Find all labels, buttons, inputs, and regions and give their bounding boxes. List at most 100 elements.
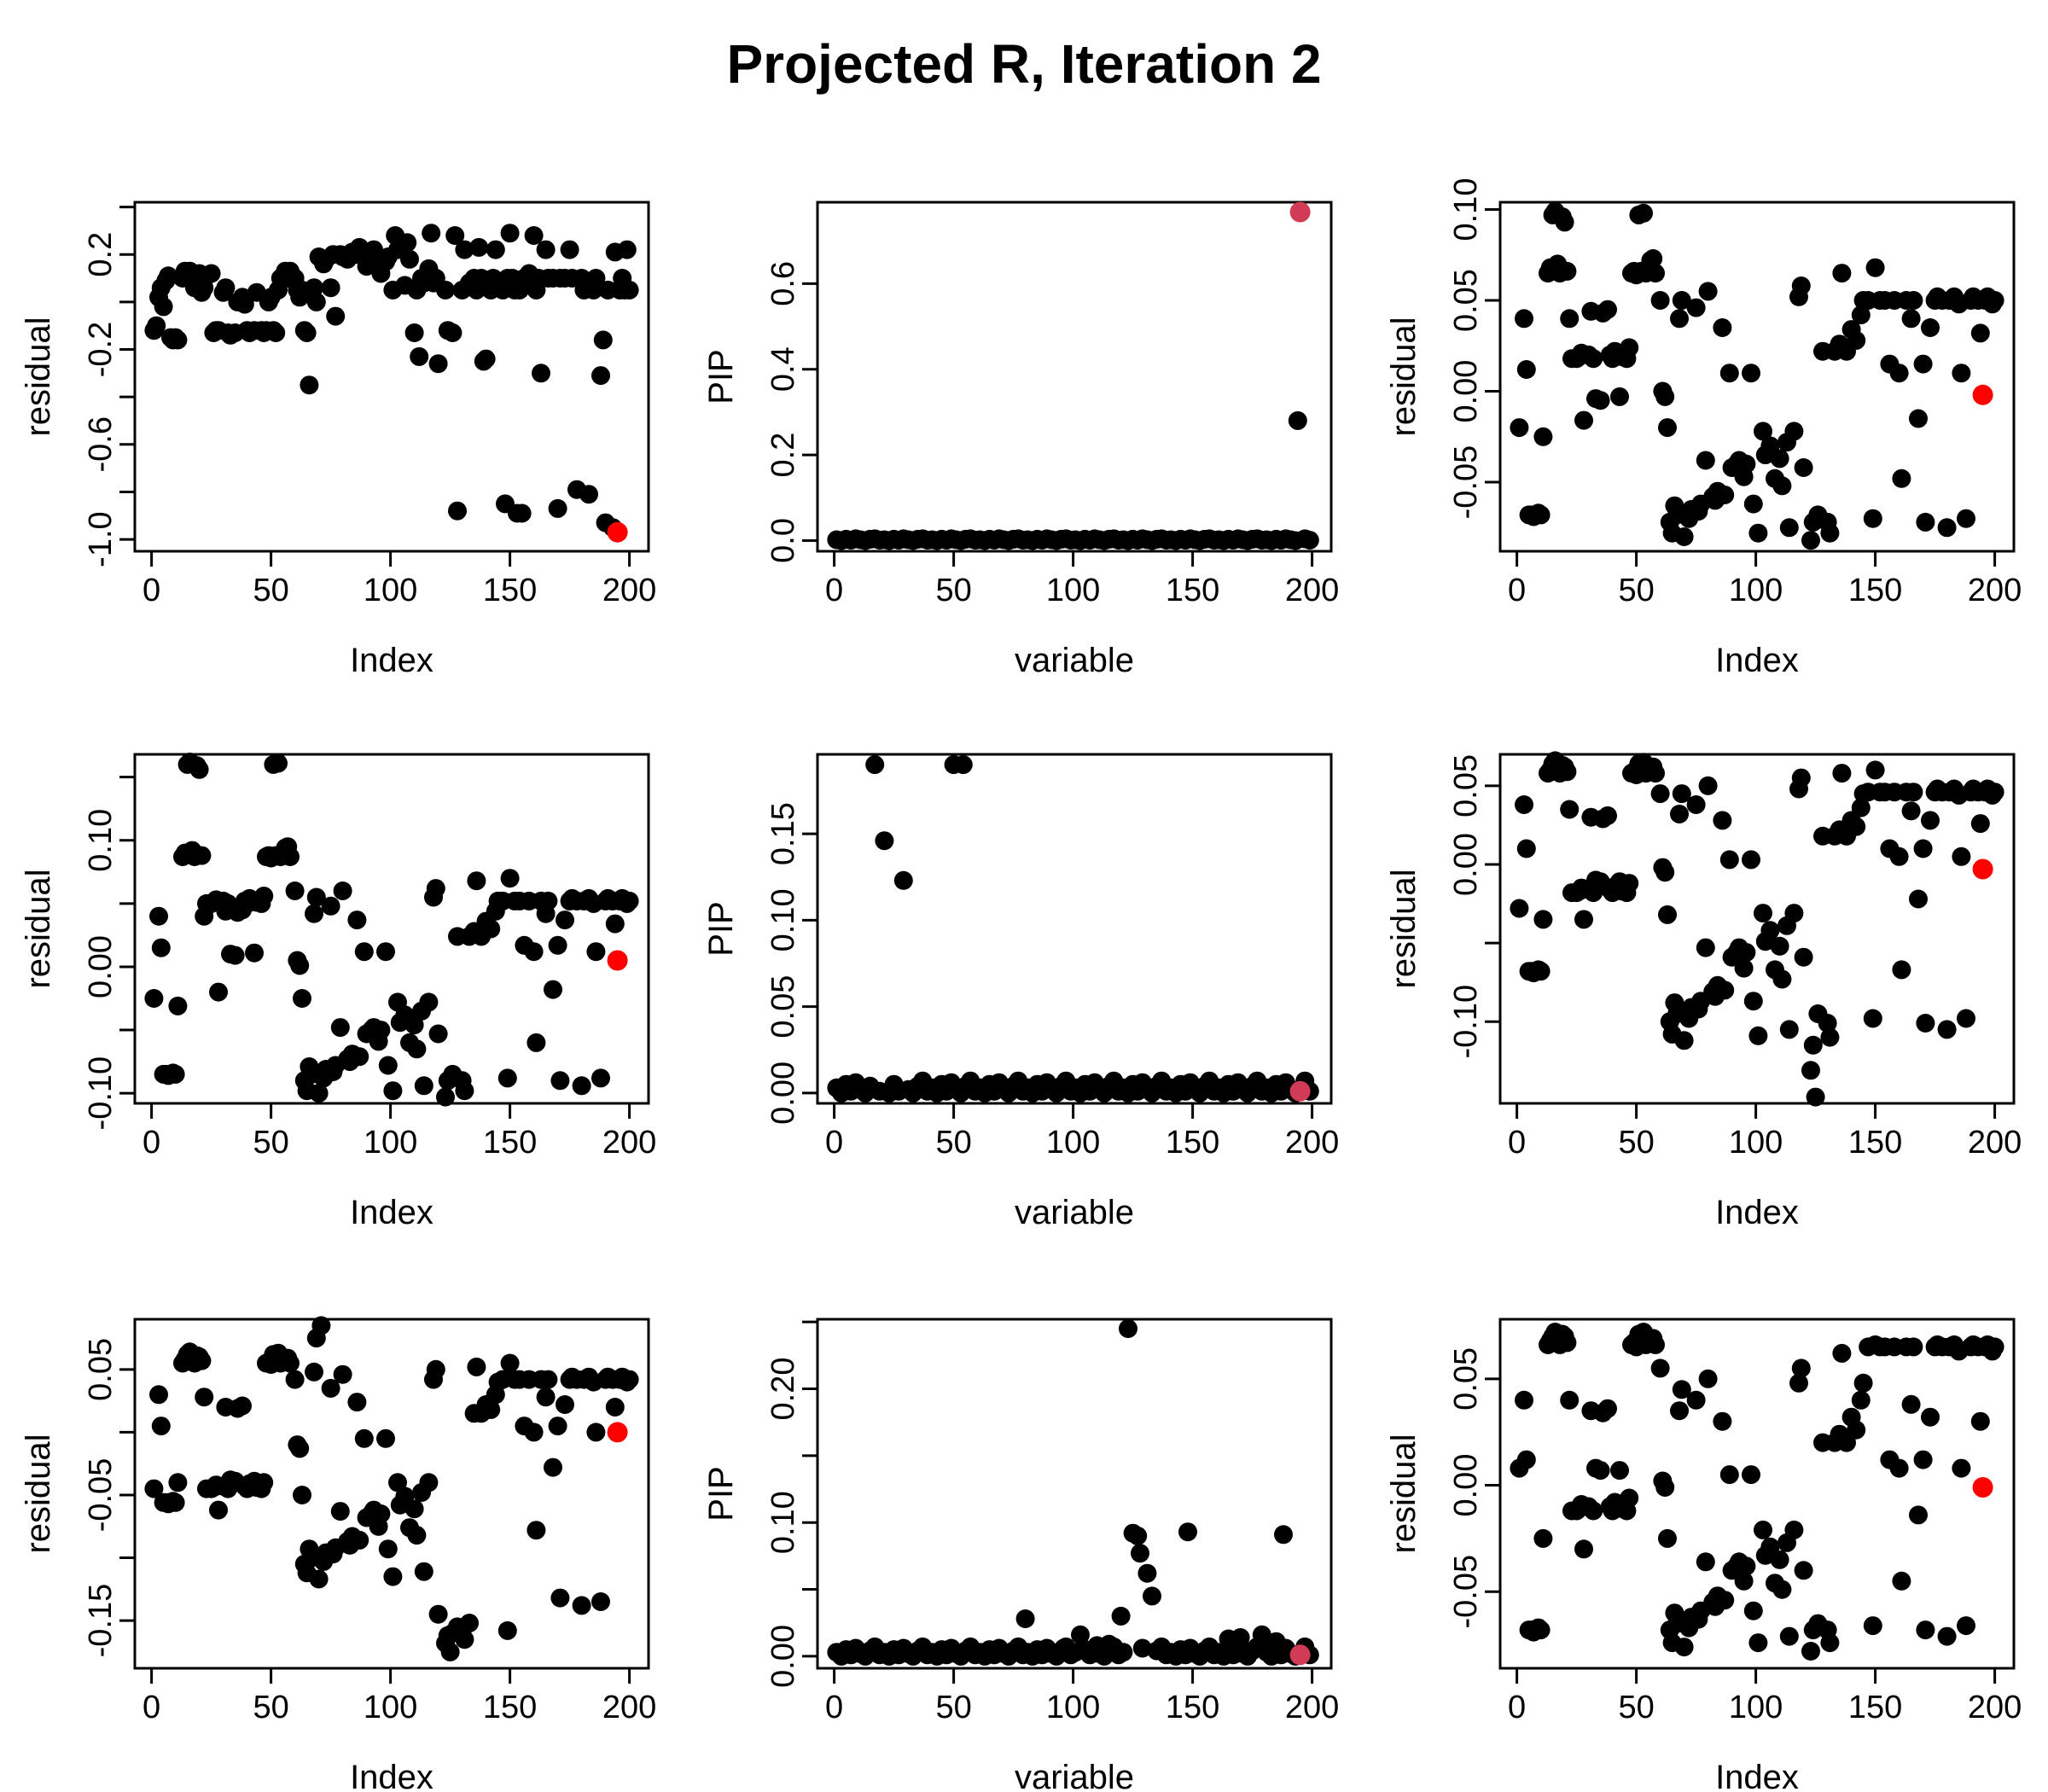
y-tick-label: -0.10 <box>1448 985 1484 1059</box>
y-tick-label: 0.2 <box>83 232 119 277</box>
y-tick-label: 0.00 <box>765 1625 801 1688</box>
x-tick-label: 200 <box>1285 1125 1339 1161</box>
x-tick-label: 200 <box>602 1690 656 1725</box>
data-points <box>144 224 639 538</box>
x-tick-label: 100 <box>1046 1125 1100 1161</box>
y-tick-label: 0.05 <box>1448 754 1484 817</box>
y-tick-label: 0.10 <box>765 888 801 951</box>
x-axis-title: variable <box>1015 1194 1134 1231</box>
pip-plot-iter-b: 0 50 100 150 200 0.00 0.05 0.10 0.15 variable PIP <box>702 753 1339 1231</box>
data-points <box>144 752 639 1107</box>
y-tick-label: 0.00 <box>1448 1454 1484 1517</box>
y-tick-label: 0.00 <box>83 935 119 998</box>
y-axis-title: residual <box>1385 317 1423 436</box>
x-tick-label: 50 <box>935 1125 971 1161</box>
data-points <box>827 755 1319 1103</box>
residual-plot-iter-b: 0 50 100 150 200 -0.05 0.00 0.05 0.10 Index residu… <box>1385 178 2022 679</box>
x-tick-label: 50 <box>1618 573 1654 608</box>
highlight-point <box>1972 384 1993 405</box>
x-axis-title: Index <box>350 642 433 679</box>
y-tick-label: 0.05 <box>765 975 801 1039</box>
x-tick-label: 50 <box>1618 1125 1654 1161</box>
x-axis-title: Index <box>1715 1759 1799 1792</box>
x-tick-label: 200 <box>1968 573 2022 608</box>
y-axis-title: PIP <box>702 349 740 404</box>
y-tick-label: 0.00 <box>1448 360 1484 423</box>
y-tick-label: -0.10 <box>83 1056 119 1131</box>
y-axis-title: residual <box>20 317 57 436</box>
highlight-point <box>1289 1644 1311 1666</box>
x-tick-label: 0 <box>143 573 160 608</box>
data-points <box>144 1316 639 1661</box>
x-tick-label: 150 <box>483 1125 537 1161</box>
y-axis-title: residual <box>20 869 57 988</box>
x-tick-label: 100 <box>1046 573 1100 608</box>
x-axis-title: variable <box>1015 642 1134 679</box>
x-tick-label: 100 <box>1729 1125 1783 1161</box>
residual-plot-iter-c: 0 50 100 150 200 -0.10 0.00 0.10 Index residual <box>20 752 656 1231</box>
pip-plot-iter-a: 0 50 100 150 200 0.0 0.2 0.4 0.6 variable PIP <box>702 201 1339 679</box>
residual-plot-iter-e: 0 50 100 150 200 -0.15 -0.05 0.05 Index residual <box>20 1316 656 1792</box>
y-tick-label: 0.05 <box>1448 269 1484 332</box>
y-tick-label: -0.6 <box>83 416 119 472</box>
plot-box <box>816 753 1333 1105</box>
y-tick-label: 0.15 <box>765 802 801 865</box>
x-tick-label: 150 <box>1848 1125 1902 1161</box>
x-tick-label: 50 <box>935 573 971 608</box>
x-tick-label: 100 <box>1729 1690 1783 1725</box>
x-tick-label: 100 <box>364 1690 417 1725</box>
highlight-point <box>1289 201 1311 223</box>
y-tick-label: -0.2 <box>83 322 119 377</box>
data-points <box>1510 751 2004 1107</box>
x-tick-label: 200 <box>602 1125 656 1161</box>
plot-box <box>816 201 1333 553</box>
x-tick-label: 200 <box>1285 573 1339 608</box>
y-tick-label: 0.00 <box>765 1062 801 1125</box>
x-tick-label: 50 <box>253 1690 288 1725</box>
data-points <box>1510 1323 2004 1661</box>
x-tick-label: 150 <box>483 1690 537 1725</box>
x-tick-label: 200 <box>1968 1125 2022 1161</box>
x-tick-label: 0 <box>825 573 843 608</box>
x-axis-title: variable <box>1015 1759 1134 1792</box>
x-tick-label: 0 <box>1508 573 1526 608</box>
x-tick-label: 0 <box>1508 1125 1526 1161</box>
x-tick-label: 100 <box>364 1125 417 1161</box>
y-tick-label: -0.15 <box>83 1584 119 1658</box>
pip-plot-iter-c: 0 50 100 150 200 0.00 0.10 0.20 variable PIP <box>702 1318 1339 1792</box>
y-tick-label: -0.05 <box>83 1458 119 1533</box>
x-tick-label: 0 <box>143 1125 160 1161</box>
y-tick-label: 0.4 <box>765 346 801 392</box>
plot-box <box>816 1318 1333 1670</box>
x-tick-label: 150 <box>1848 573 1902 608</box>
x-tick-label: 150 <box>1166 1125 1219 1161</box>
x-tick-label: 0 <box>143 1690 160 1725</box>
highlight-point <box>1289 1080 1311 1102</box>
x-tick-label: 150 <box>483 573 537 608</box>
x-tick-label: 150 <box>1848 1690 1902 1725</box>
x-tick-label: 100 <box>364 573 417 608</box>
y-tick-label: -1.0 <box>83 511 119 567</box>
highlight-point <box>607 1422 628 1443</box>
x-tick-label: 0 <box>825 1125 843 1161</box>
residual-plot-iter-f: 0 50 100 150 200 -0.05 0.00 0.05 Index residual <box>1385 1318 2022 1792</box>
residual-plot-iter-a: 0 50 100 150 200 0.2 -0.2 -0.6 -1.0 Index residual <box>20 201 656 679</box>
y-tick-label: 0.2 <box>765 433 801 478</box>
highlight-point <box>1972 858 1993 880</box>
x-tick-label: 50 <box>253 1125 288 1161</box>
x-tick-label: 100 <box>1046 1690 1100 1725</box>
y-tick-label: 0.00 <box>1448 833 1484 896</box>
y-axis-title: residual <box>1385 869 1423 988</box>
x-axis-title: Index <box>1715 1194 1799 1231</box>
x-tick-label: 50 <box>1618 1690 1654 1725</box>
x-axis-title: Index <box>350 1194 433 1231</box>
x-tick-label: 200 <box>602 573 656 608</box>
y-tick-label: 0.10 <box>765 1491 801 1554</box>
x-tick-label: 100 <box>1729 573 1783 608</box>
y-tick-label: 0.05 <box>83 1338 119 1401</box>
highlight-point <box>607 521 628 543</box>
data-points <box>827 1319 1319 1666</box>
highlight-point <box>607 950 628 971</box>
